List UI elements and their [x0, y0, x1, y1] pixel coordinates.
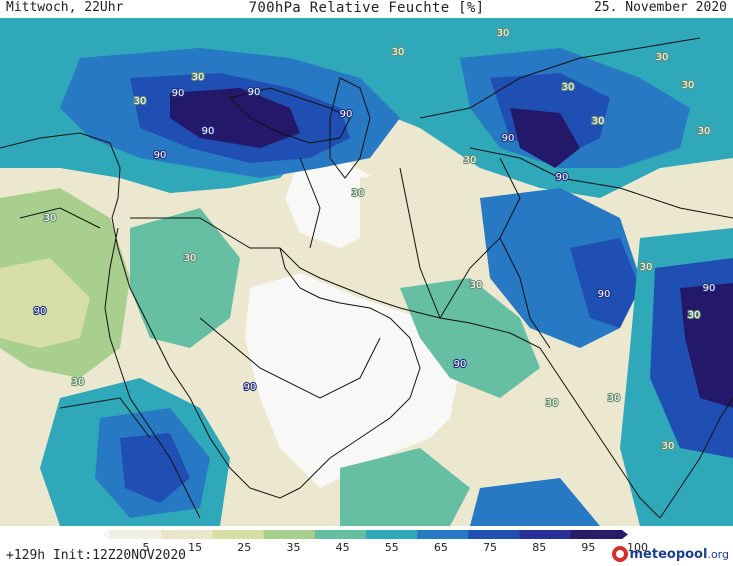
coastline-arabia — [279, 247, 421, 489]
border-sudan — [59, 397, 151, 439]
contour-label: 90 — [502, 133, 515, 144]
contour-label: 30 — [562, 82, 575, 93]
contour-label: 90 — [454, 359, 467, 370]
colorbar-segment — [468, 530, 521, 539]
contour-label: 90 — [598, 289, 611, 300]
contour-label: 30 — [608, 393, 621, 404]
colorbar-tick-label: 35 — [286, 541, 301, 554]
logo-icon — [611, 546, 628, 562]
colorbar-segment — [110, 530, 162, 539]
colorbar-tick-label: 25 — [237, 541, 252, 554]
contour-label: 30 — [72, 377, 85, 388]
forecast-date: 25. November 2020 — [593, 0, 727, 15]
border-syria-iraq — [130, 217, 280, 249]
coastline-black-sea — [229, 87, 351, 144]
colorbar-tick-label: 75 — [483, 541, 498, 554]
contour-label: 30 — [470, 280, 483, 291]
contour-labels: 30 90 30 90 90 90 30 30 30 90 90 30 30 30 30 30 90 90 30 30… — [33, 27, 717, 453]
semi-area-south — [340, 448, 470, 526]
footer: 5 15 25 35 45 55 65 75 85 95 100 +129h Init:12Z20N… — [0, 526, 733, 566]
meteopool-logo: meteopool .org — [611, 544, 729, 564]
colorbar-tick-label: 65 — [433, 541, 448, 554]
colorbar-segment — [570, 530, 623, 539]
logo-tld: .org — [707, 547, 729, 561]
coastline-gulf-india — [279, 247, 661, 519]
contour-label: 90 — [703, 283, 716, 294]
colorbar-tick-label: 45 — [335, 541, 350, 554]
contour-label: 30 — [184, 253, 197, 264]
wet-area-india-north — [570, 238, 640, 328]
forecast-time: Mittwoch, 22Uhr — [6, 0, 124, 15]
colorbar-tick-label: 100 — [627, 541, 649, 554]
colorbar-segment — [519, 530, 572, 539]
semi-area-levant — [130, 208, 240, 348]
contour-label: 90 — [154, 150, 167, 161]
contour-label: 30 — [44, 213, 57, 224]
colorbar-arrow-high — [622, 530, 628, 539]
colorbar-segment — [314, 530, 367, 539]
contour-label: 30 — [640, 262, 653, 273]
contour-label: 30 — [592, 116, 605, 127]
contour-label: 30 — [352, 188, 365, 199]
coastline-red-sea-west — [104, 227, 201, 519]
map-title: 700hPa Relative Feuchte [%] — [248, 0, 485, 16]
colorbar-segment — [161, 530, 213, 539]
contour-label: 30 — [464, 155, 477, 166]
colorbar-arrow-low — [104, 530, 111, 540]
contour-label: 90 — [248, 87, 261, 98]
contour-label: 30 — [682, 80, 695, 91]
contour-label: 90 — [340, 109, 353, 120]
border-central-asia — [419, 37, 701, 119]
very-wet-core-north — [170, 88, 300, 148]
colorbar-segment — [366, 530, 418, 539]
dry-area-arabia — [245, 273, 470, 488]
border-iran-iraq — [299, 157, 321, 249]
contour-label: 30 — [688, 310, 701, 321]
colorbar-tick-label: 95 — [581, 541, 596, 554]
contour-label: 90 — [556, 172, 569, 183]
contour-label: 30 — [698, 126, 711, 137]
contour-label: 30 — [392, 47, 405, 58]
very-wet-core-bengal — [680, 283, 733, 408]
contour-label: 30 — [662, 441, 675, 452]
colorbar-segment — [212, 530, 265, 539]
colorbar-segment — [417, 530, 469, 539]
humidity-map: 30 90 30 90 90 90 30 30 30 90 90 30 30 30 30 30 90 90 30 30… — [0, 18, 733, 526]
border-iran-afghanistan — [399, 167, 441, 319]
colorbar-tick-label: 85 — [532, 541, 547, 554]
colorbar-segment — [263, 530, 316, 539]
coastline-red-sea-east — [111, 217, 301, 499]
border-india-pakistan — [499, 237, 551, 349]
dry-area-iran — [360, 168, 480, 288]
contour-label: 30 — [134, 96, 147, 107]
moist-area-south — [470, 478, 600, 526]
contour-label: 90 — [244, 382, 257, 393]
colorbar-tick-label: 5 — [142, 541, 150, 554]
contour-label: 30 — [497, 28, 510, 39]
colorbar-tick-label: 15 — [188, 541, 203, 554]
contour-label: 90 — [202, 126, 215, 137]
contour-label: 30 — [192, 72, 205, 83]
contour-label: 30 — [546, 398, 559, 409]
very-wet-core-himalaya — [510, 108, 580, 168]
contour-label: 30 — [656, 52, 669, 63]
border-himalaya — [469, 147, 733, 219]
pale-area-west — [0, 258, 90, 348]
contour-label: 90 — [34, 306, 47, 317]
wet-area-ethiopia — [120, 433, 190, 503]
coastline-india-east — [659, 397, 733, 519]
header: Mittwoch, 22Uhr 700hPa Relative Feuchte … — [0, 0, 733, 18]
colorbar-tick-label: 55 — [384, 541, 399, 554]
run-info: +129h Init:12Z20NOV2020 — [6, 548, 187, 563]
border-egypt — [19, 207, 101, 229]
colorbar — [104, 530, 628, 540]
coastlines-and-borders — [0, 37, 733, 519]
border-saudi — [199, 317, 381, 399]
logo-name: meteopool — [629, 546, 708, 562]
contour-label: 90 — [172, 88, 185, 99]
semi-area-arabian-sea — [400, 278, 540, 398]
coastline-caspian — [329, 77, 371, 179]
coastline-mediterranean — [0, 132, 121, 219]
